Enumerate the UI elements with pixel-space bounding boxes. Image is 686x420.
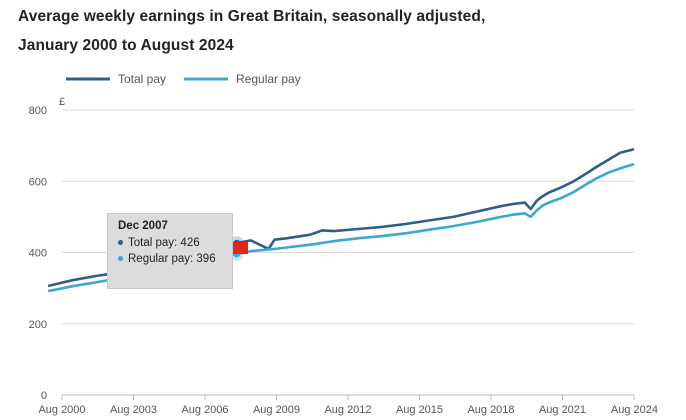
- chart-title-line2: January 2000 to August 2024: [18, 37, 234, 54]
- x-tick-label-6: Aug 2018: [467, 404, 514, 416]
- y-axis-ticks: 0 200 400 600 800: [29, 105, 47, 402]
- y-tick-label-800: 800: [29, 105, 47, 117]
- data-tooltip: Dec 2007 Total pay: 426 Regular pay: 396: [107, 213, 233, 289]
- x-tick-label-4: Aug 2012: [324, 404, 371, 416]
- total-pay-dot-icon: [118, 240, 123, 246]
- y-tick-label-0: 0: [41, 390, 47, 402]
- x-tick-label-8: Aug 2024: [611, 404, 658, 416]
- y-tick-label-400: 400: [29, 248, 47, 260]
- tooltip-date: Dec 2007: [118, 220, 168, 232]
- x-tick-label-3: Aug 2009: [253, 404, 300, 416]
- chart-title-line1: Average weekly earnings in Great Britain…: [18, 8, 486, 25]
- x-tick-label-2: Aug 2006: [181, 404, 228, 416]
- x-axis-ticks: Aug 2000 Aug 2003 Aug 2006 Aug 2009 Aug 2012…: [38, 395, 658, 416]
- y-tick-label-200: 200: [29, 319, 47, 331]
- tooltip-total-row: Total pay: 426: [118, 235, 232, 251]
- x-tick-label-7: Aug 2021: [539, 404, 586, 416]
- legend-label-regular-pay[interactable]: Regular pay: [236, 72, 301, 86]
- legend: Total pay Regular pay: [66, 72, 301, 86]
- tooltip-regular-value: Regular pay: 396: [128, 253, 216, 265]
- x-tick-label-1: Aug 2003: [110, 404, 157, 416]
- regular-pay-dot-icon: [118, 256, 123, 262]
- tooltip-regular-row: Regular pay: 396: [118, 251, 232, 267]
- x-tick-label-5: Aug 2015: [396, 404, 443, 416]
- y-tick-label-600: 600: [29, 176, 47, 188]
- legend-label-total-pay[interactable]: Total pay: [118, 72, 166, 86]
- y-axis-unit-label: £: [59, 96, 65, 108]
- x-tick-label-0: Aug 2000: [38, 404, 85, 416]
- tooltip-total-value: Total pay: 426: [128, 237, 200, 249]
